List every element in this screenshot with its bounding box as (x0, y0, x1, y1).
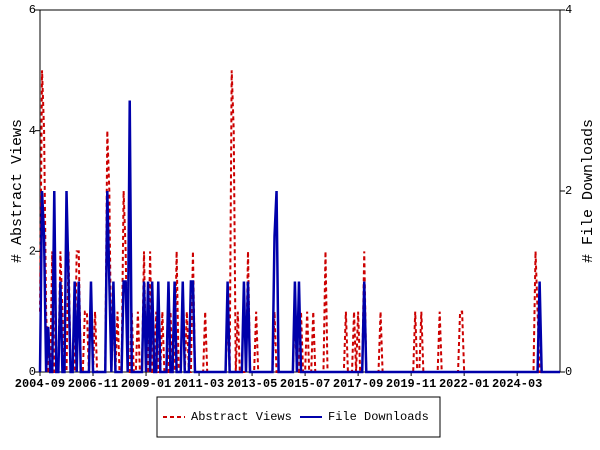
x-tick-label: 2017-09 (333, 377, 383, 391)
x-tick-label: 2019-11 (386, 377, 436, 391)
y2-tick-label: 4 (565, 3, 572, 17)
y-tick-label: 2 (29, 245, 36, 259)
legend-label: File Downloads (328, 410, 429, 424)
x-tick-label: 2022-01 (439, 377, 489, 391)
legend-label: Abstract Views (191, 410, 292, 424)
y-axis-label: # Abstract Views (9, 119, 26, 263)
y2-tick-label: 2 (565, 184, 572, 198)
y-tick-label: 0 (29, 365, 36, 379)
x-tick-label: 2004-09 (15, 377, 65, 391)
y2-axis-label: # File Downloads (580, 119, 597, 263)
x-tick-label: 2024-03 (492, 377, 542, 391)
y2-tick-label: 0 (565, 365, 572, 379)
x-tick-label: 2006-11 (68, 377, 118, 391)
series-line (38, 100, 560, 374)
x-tick-label: 2013-05 (227, 377, 277, 391)
y-tick-label: 6 (29, 3, 36, 17)
x-tick-label: 2015-07 (280, 377, 330, 391)
y-tick-label: 4 (29, 124, 36, 138)
x-tick-label: 2011-03 (174, 377, 224, 391)
x-tick-label: 2009-01 (121, 377, 171, 391)
legend (156, 396, 441, 438)
